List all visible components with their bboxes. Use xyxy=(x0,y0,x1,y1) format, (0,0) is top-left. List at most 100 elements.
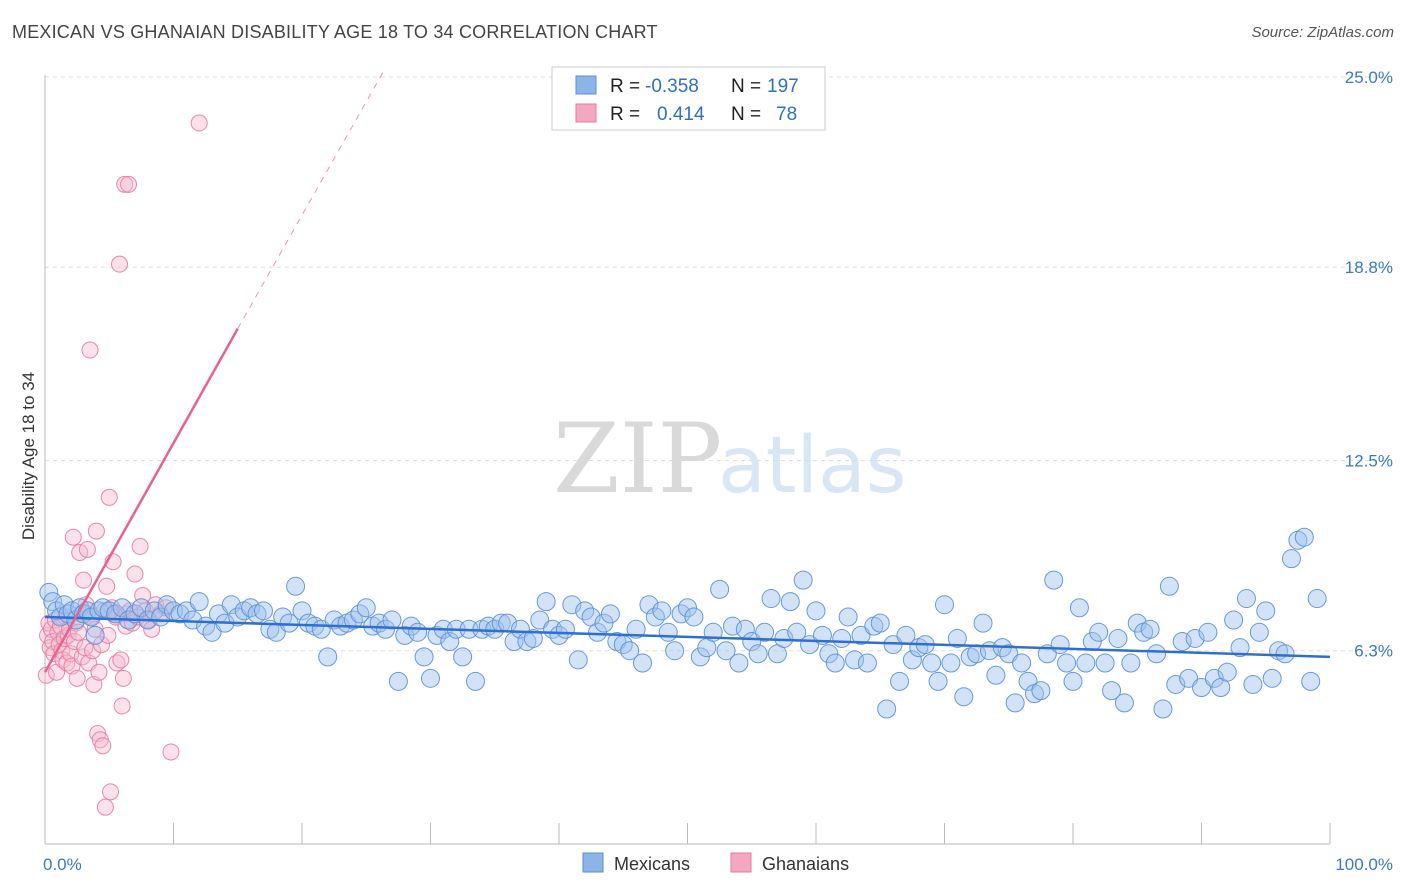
ghanaians-trend-line xyxy=(43,327,239,673)
mexicans-point-171 xyxy=(1102,681,1122,701)
mexicans-point-158 xyxy=(1018,671,1038,691)
mexicans-point-121 xyxy=(780,592,800,612)
mexicans-point-83 xyxy=(536,592,556,612)
mexicans-point-129 xyxy=(832,628,852,648)
ghanaians-point-49 xyxy=(100,488,118,506)
mexicans-point-196 xyxy=(1262,668,1282,688)
mexicans-point-79 xyxy=(510,619,530,639)
ghanaians-point-57 xyxy=(112,651,130,669)
ghanaians-point-66 xyxy=(126,565,144,583)
mexicans-point-91 xyxy=(588,622,608,642)
mexicans-point-92 xyxy=(594,613,614,633)
x-tick-label-1: 100.0% xyxy=(1335,855,1393,874)
watermark-atlas: atlas xyxy=(718,421,907,511)
watermark-zip: ZIP xyxy=(553,403,722,515)
mexicans-point-166 xyxy=(1069,598,1089,618)
ghanaians-point-47 xyxy=(98,577,116,595)
bottom-legend-swatch-mexicans xyxy=(582,852,604,873)
chart-title: MEXICAN VS GHANAIAN DISABILITY AGE 18 TO… xyxy=(12,22,658,42)
mexicans-point-195 xyxy=(1256,601,1276,621)
legend-r-value-ghanaians: 0.414 xyxy=(657,104,705,125)
legend-swatch-ghanaians xyxy=(575,103,597,123)
mexicans-point-147 xyxy=(947,628,967,648)
mexicans-point-130 xyxy=(838,607,858,627)
mexicans-point-60 xyxy=(388,671,408,691)
mexicans-point-99 xyxy=(639,595,659,615)
legend-n-label-ghanaians: N = xyxy=(731,104,761,125)
mexicans-point-162 xyxy=(1044,570,1064,590)
mexicans-point-44 xyxy=(286,576,306,596)
mexicans-point-183 xyxy=(1179,668,1199,688)
mexicans-point-111 xyxy=(716,641,736,661)
legend-swatch-mexicans xyxy=(575,75,597,95)
ghanaians-point-58 xyxy=(113,697,131,715)
y-tick-label-2: 18.8% xyxy=(1345,258,1393,277)
mexicans-point-82 xyxy=(530,610,550,630)
y-tick-label-3: 25.0% xyxy=(1345,68,1393,87)
mexicans-point-193 xyxy=(1243,674,1263,694)
ghanaians-point-50 xyxy=(102,783,120,801)
ghanaians-point-48 xyxy=(99,626,117,644)
mexicans-point-1 xyxy=(43,592,63,612)
mexicans-point-127 xyxy=(819,644,839,664)
ghanaians-points xyxy=(37,114,208,816)
legend-n-label-mexicans: N = xyxy=(731,76,761,97)
mexicans-point-34 xyxy=(221,595,241,615)
series-legend: Mexicans Ghanaians xyxy=(582,852,849,874)
legend-n-value-ghanaians: 78 xyxy=(776,104,797,125)
ghanaians-point-76 xyxy=(162,743,180,761)
mexicans-point-0 xyxy=(39,582,59,602)
mexicans-point-117 xyxy=(755,622,775,642)
mexicans-point-70 xyxy=(453,647,473,667)
mexicans-point-12 xyxy=(85,625,105,645)
mexicans-point-180 xyxy=(1159,576,1179,596)
mexicans-point-194 xyxy=(1249,622,1269,642)
mexicans-point-151 xyxy=(973,613,993,633)
mexicans-point-125 xyxy=(806,601,826,621)
mexicans-point-2 xyxy=(47,601,67,621)
mexicans-point-174 xyxy=(1121,653,1141,673)
ghanaians-point-22 xyxy=(66,633,84,651)
ghanaians-point-46 xyxy=(96,798,114,816)
mexicans-point-17 xyxy=(112,598,132,618)
mexicans-point-93 xyxy=(600,604,620,624)
mexicans-point-116 xyxy=(748,644,768,664)
legend-r-label-ghanaians: R = xyxy=(610,104,640,125)
mexicans-point-102 xyxy=(658,622,678,642)
ghanaians-trend-extension xyxy=(237,67,386,329)
mexicans-point-59 xyxy=(382,610,402,630)
mexicans-point-98 xyxy=(633,653,653,673)
mexicans-point-146 xyxy=(941,653,961,673)
mexicans-point-192 xyxy=(1236,589,1256,609)
ghanaians-point-68 xyxy=(131,537,149,555)
mexicans-point-175 xyxy=(1127,613,1147,633)
mexicans-point-118 xyxy=(761,589,781,609)
mexicans-point-148 xyxy=(954,687,974,707)
mexicans-point-160 xyxy=(1031,681,1051,701)
mexicans-point-112 xyxy=(722,616,742,636)
mexicans-point-169 xyxy=(1089,622,1109,642)
legend-n-value-mexicans: 197 xyxy=(767,76,799,97)
mexicans-point-103 xyxy=(665,641,685,661)
mexicans-point-97 xyxy=(626,619,646,639)
mexicans-point-157 xyxy=(1012,653,1032,673)
y-tick-label-0: 6.3% xyxy=(1354,642,1393,661)
mexicans-points xyxy=(39,527,1327,719)
mexicans-point-184 xyxy=(1185,628,1205,648)
ghanaians-point-77 xyxy=(190,114,208,132)
y-tick-labels: 6.3% 12.5% 18.8% 25.0% xyxy=(1345,68,1393,661)
ghanaians-point-32 xyxy=(78,540,96,558)
mexicans-point-45 xyxy=(292,601,312,621)
mexicans-point-190 xyxy=(1224,610,1244,630)
mexicans-point-68 xyxy=(440,632,460,652)
ghanaians-point-59 xyxy=(114,669,132,687)
ghanaians-point-0 xyxy=(37,666,55,684)
mexicans-point-29 xyxy=(189,592,209,612)
mexicans-point-178 xyxy=(1147,644,1167,664)
mexicans-point-49 xyxy=(318,647,338,667)
mexicans-point-64 xyxy=(414,647,434,667)
mexicans-point-181 xyxy=(1166,674,1186,694)
mexicans-point-133 xyxy=(857,653,877,673)
ghanaians-point-36 xyxy=(84,642,102,660)
